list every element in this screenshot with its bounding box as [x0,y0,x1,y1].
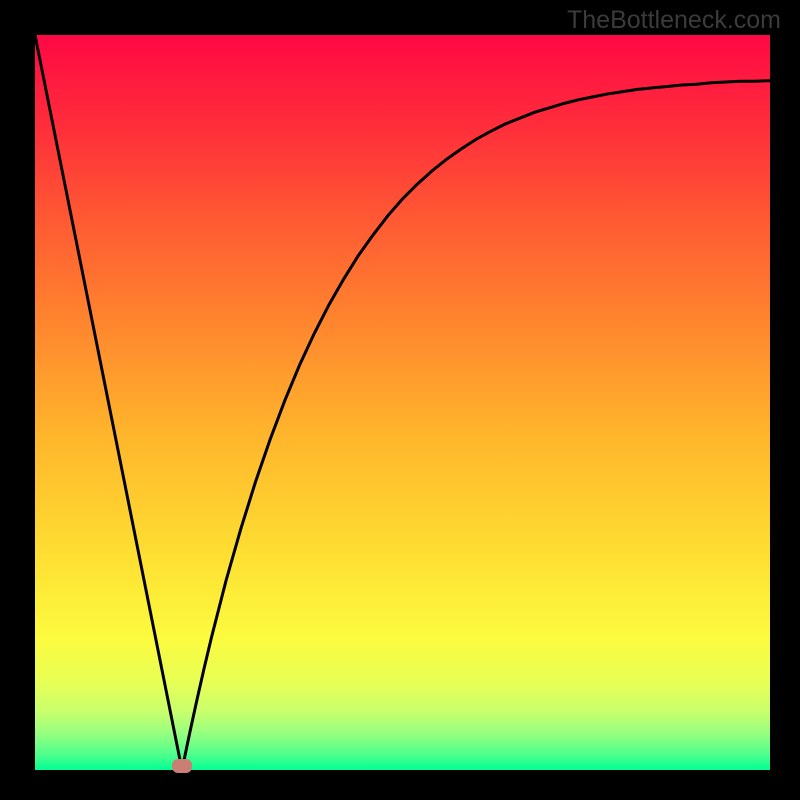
bottleneck-curve [35,35,770,770]
minimum-marker [172,759,192,773]
watermark-label: TheBottleneck.com [567,6,781,35]
curve-overlay [35,35,770,770]
chart-container: TheBottleneck.com [0,0,800,800]
plot-area [35,35,770,770]
